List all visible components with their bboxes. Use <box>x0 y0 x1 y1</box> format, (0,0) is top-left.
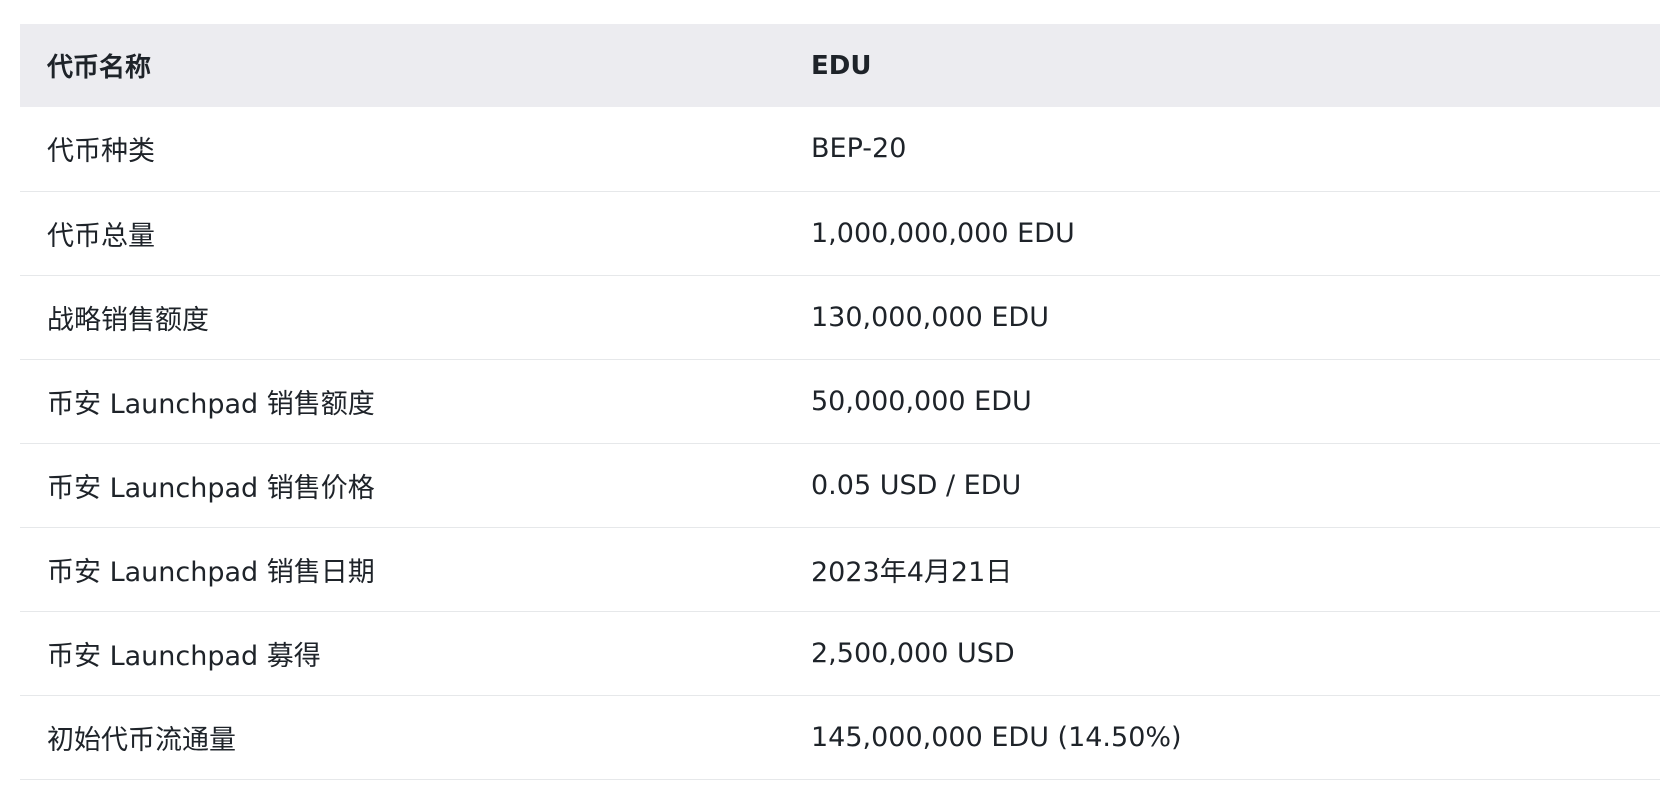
table-row-launchpad-raised: 币安 Launchpad 募得 2,500,000 USD <box>20 611 1660 695</box>
table-row-token-type: 代币种类 BEP-20 <box>20 107 1660 191</box>
table-row-launchpad-date: 币安 Launchpad 销售日期 2023年4月21日 <box>20 527 1660 611</box>
row-value: 50,000,000 EDU <box>811 385 1032 417</box>
row-label: 币安 Launchpad 募得 <box>47 640 321 672</box>
header-label: 代币名称 <box>47 53 152 83</box>
row-label: 初始代币流通量 <box>47 724 236 756</box>
header-value: EDU <box>811 50 872 81</box>
row-label: 代币总量 <box>47 220 155 252</box>
row-label: 币安 Launchpad 销售日期 <box>47 556 375 588</box>
table-row-strategic-sale: 战略销售额度 130,000,000 EDU <box>20 275 1660 359</box>
row-value: 2023年4月21日 <box>811 556 1013 588</box>
row-label: 币安 Launchpad 销售额度 <box>47 388 375 420</box>
table-row-launchpad-allocation: 币安 Launchpad 销售额度 50,000,000 EDU <box>20 359 1660 443</box>
row-label: 代币种类 <box>47 136 155 168</box>
table-row-total-supply: 代币总量 1,000,000,000 EDU <box>20 191 1660 275</box>
row-value: 2,500,000 USD <box>811 637 1015 669</box>
row-value: 1,000,000,000 EDU <box>811 217 1075 249</box>
token-info-table: 代币名称 EDU 代币种类 BEP-20 代币总量 1,000,000,000 … <box>20 24 1660 780</box>
table-header-row: 代币名称 EDU <box>20 24 1660 107</box>
row-value: 145,000,000 EDU (14.50%) <box>811 721 1182 753</box>
row-value: 0.05 USD / EDU <box>811 469 1022 501</box>
row-label: 战略销售额度 <box>47 304 209 336</box>
table-row-initial-circulation: 初始代币流通量 145,000,000 EDU (14.50%) <box>20 695 1660 779</box>
row-value: 130,000,000 EDU <box>811 301 1049 333</box>
row-label: 币安 Launchpad 销售价格 <box>47 472 375 504</box>
table-row-launchpad-price: 币安 Launchpad 销售价格 0.05 USD / EDU <box>20 443 1660 527</box>
row-value: BEP-20 <box>811 133 907 165</box>
